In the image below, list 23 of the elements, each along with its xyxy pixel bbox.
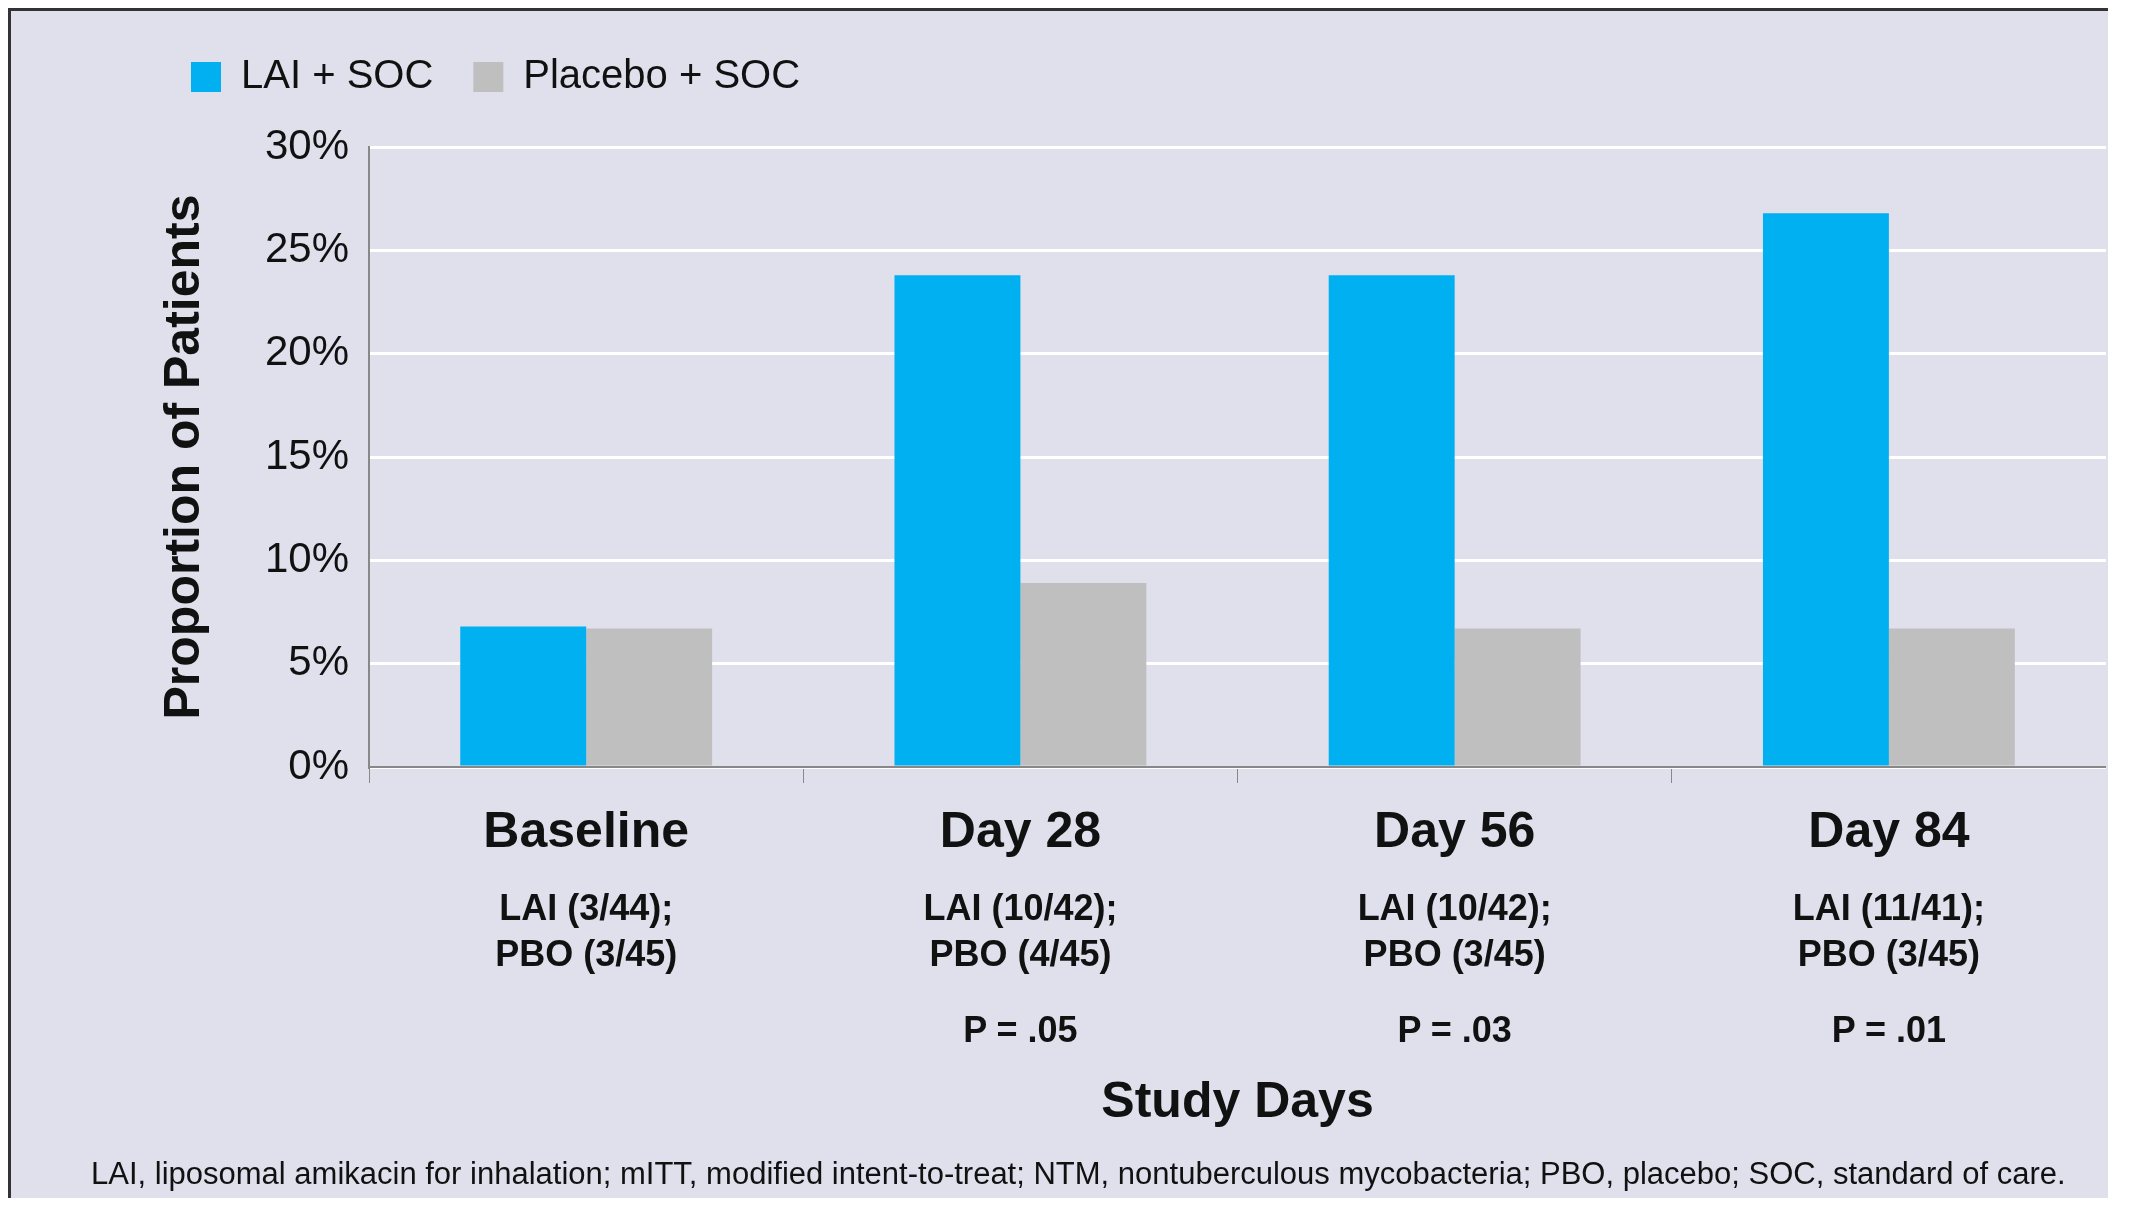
- text: P = .05: [963, 1008, 1078, 1050]
- text: LAI (3/44); PBO (3/45): [495, 886, 678, 974]
- x-axis-title: Study Days: [1101, 1071, 1374, 1128]
- text: LAI (10/42); PBO (3/45): [1357, 886, 1552, 974]
- y-tick-label: 30%: [265, 120, 350, 168]
- legend-label: Placebo + SOC: [523, 52, 801, 97]
- text: P = .03: [1397, 1008, 1512, 1050]
- y-tick-label: 10%: [265, 533, 350, 581]
- y-tick-label: 15%: [265, 430, 350, 478]
- text: LAI (11/41); PBO (3/45): [1792, 886, 1985, 974]
- y-tick-label: 20%: [265, 327, 350, 375]
- legend-label: LAI + SOC: [241, 52, 434, 97]
- x-tick-label: Baseline: [483, 801, 690, 858]
- x-tick-label: Day 56: [1374, 801, 1536, 858]
- y-tick-label: 5%: [288, 637, 350, 685]
- text: LAI, liposomal amikacin for inhalation; mITT, modified intent-to-treat; NTM, nontuberculous mycobacteria; PBO, placebo; SOC, standard of care.: [91, 1156, 2066, 1192]
- text: LAI (10/42); PBO (4/45): [923, 886, 1118, 974]
- x-tick-label: Day 28: [939, 801, 1102, 858]
- x-tick-label: Day 84: [1808, 801, 1970, 858]
- y-tick-label: 0%: [288, 740, 350, 788]
- text: P = .01: [1831, 1008, 1947, 1050]
- y-axis-title: Proportion of Patients: [153, 194, 210, 720]
- y-tick-label: 25%: [265, 223, 350, 271]
